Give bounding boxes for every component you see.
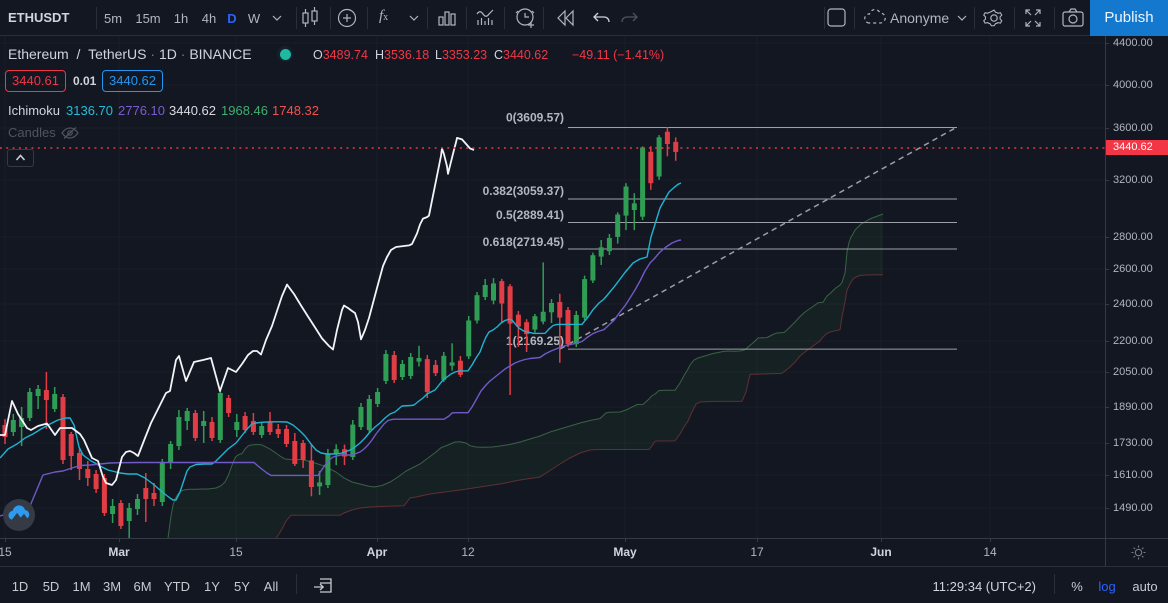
svg-text:1(2169.25): 1(2169.25) bbox=[506, 334, 564, 348]
svg-text:0(3609.57): 0(3609.57) bbox=[506, 111, 564, 125]
svg-text:0.618(2719.45): 0.618(2719.45) bbox=[483, 235, 564, 249]
svg-text:0.382(3059.37): 0.382(3059.37) bbox=[483, 184, 564, 198]
svg-text:0.5(2889.41): 0.5(2889.41) bbox=[496, 208, 564, 222]
